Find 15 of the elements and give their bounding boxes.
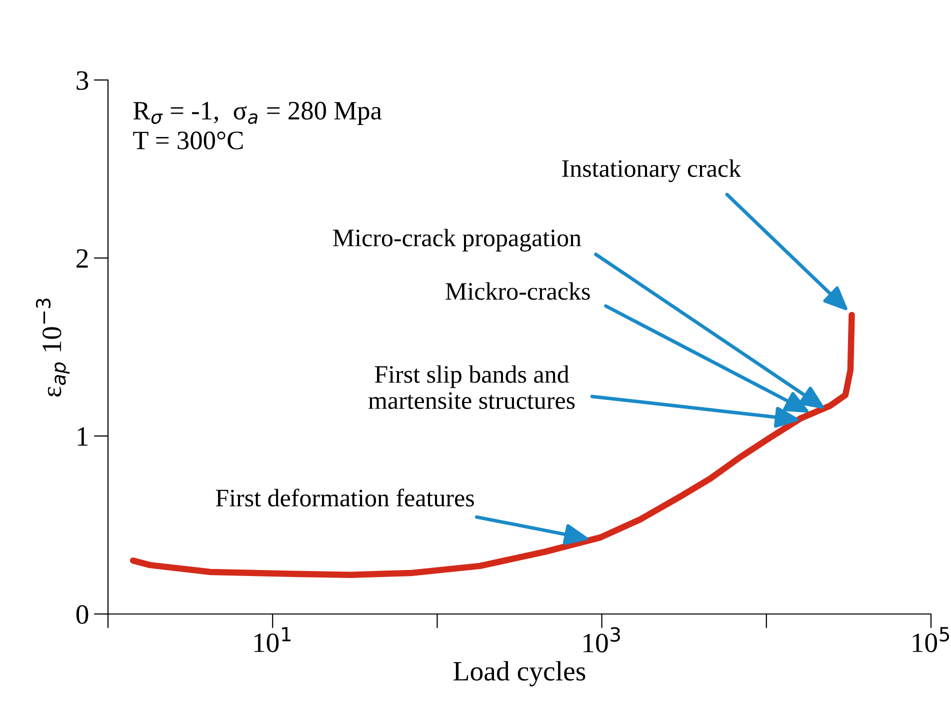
annotation: R$_{σ}$ = -1, σ$_{a}$ = 280 Mpa T = 300°C	[133, 102, 382, 150]
annotation: First slip bands and martensite structures	[368, 365, 575, 410]
y-tick-label: 3	[76, 71, 88, 90]
annotation: First deformation features	[216, 488, 474, 507]
annotation: Mickro-cracks	[446, 282, 590, 300]
x-tick-label: 10$^{3}$	[584, 627, 620, 652]
y-tick-label: 0	[76, 605, 88, 624]
y-tick-label: 1	[78, 427, 88, 446]
x-tick-label: 10$^{1}$	[254, 627, 291, 652]
annotation: Micro-crack propagation	[333, 228, 582, 252]
x-axis-title: Load cycles	[454, 661, 586, 686]
y-tick-label: 2	[76, 249, 88, 268]
y-axis-title: ε$_{ap}$ 10$^{−3}$	[36, 298, 70, 397]
annotation: Instationary crack	[562, 159, 742, 182]
x-tick-label: 10$^{5}$	[912, 627, 950, 652]
